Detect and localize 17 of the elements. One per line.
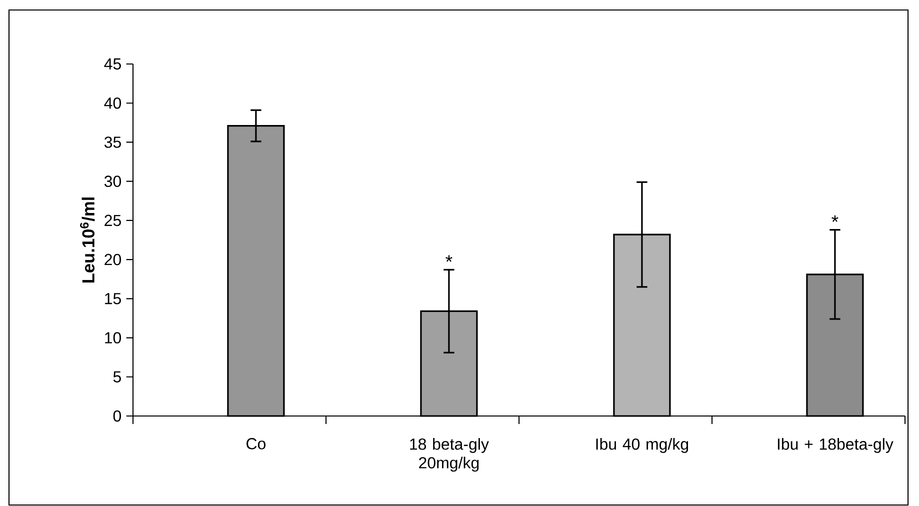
y-tick-label: 35 (104, 136, 121, 148)
y-tick-label: 5 (113, 371, 121, 382)
y-tick-label: 40 (104, 97, 122, 109)
y-tick-label: 0 (113, 410, 122, 422)
annotation: * (832, 215, 838, 222)
x-tick-label: Co (246, 438, 266, 450)
y-tick-label: 15 (105, 293, 121, 304)
y-axis-title: Leu.10$^{6}$/ml (80, 198, 95, 283)
x-tick-label: 18 beta-gly 20mg/kg (410, 438, 489, 472)
annotation: * (446, 255, 452, 262)
y-tick-label: 10 (105, 332, 122, 344)
x-tick-label: Ibu 40 mg/kg (596, 438, 688, 453)
x-tick-label: Ibu + 18beta-gly (778, 438, 894, 453)
y-tick-label: 30 (104, 176, 122, 187)
y-tick-label: 45 (104, 58, 121, 70)
y-tick-label: 20 (104, 254, 122, 266)
y-tick-label: 25 (104, 214, 121, 226)
